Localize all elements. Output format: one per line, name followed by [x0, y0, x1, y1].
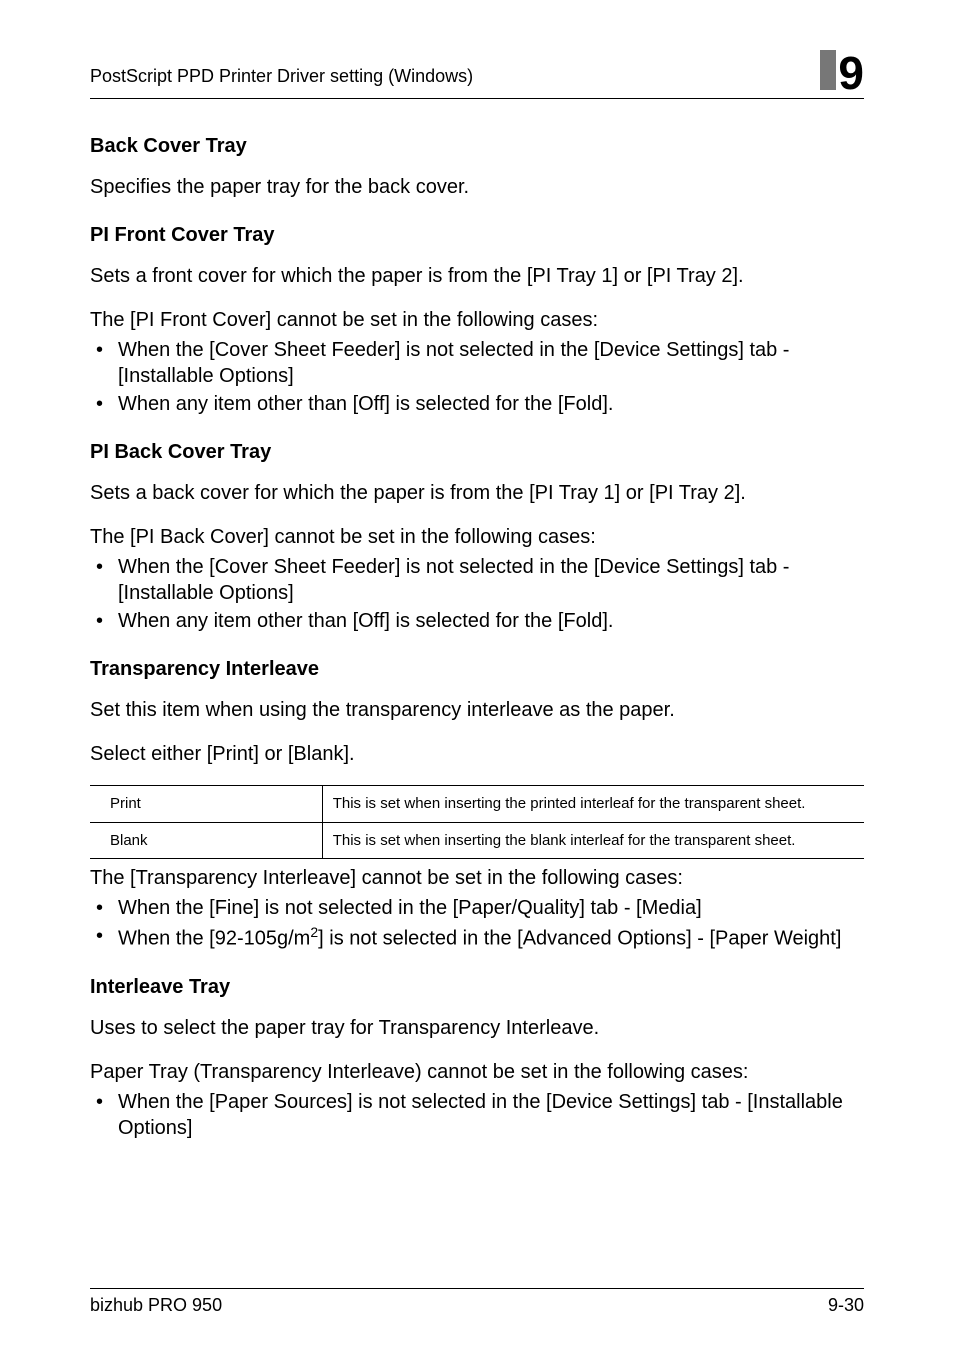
page-header: PostScript PPD Printer Driver setting (W… — [90, 50, 864, 99]
heading-pi-back-cover-tray: PI Back Cover Tray — [90, 441, 864, 464]
body-text: Sets a front cover for which the paper i… — [90, 263, 864, 289]
heading-back-cover-tray: Back Cover Tray — [90, 135, 864, 158]
page-footer: bizhub PRO 950 9-30 — [90, 1288, 864, 1316]
header-title: PostScript PPD Printer Driver setting (W… — [90, 50, 473, 87]
list-item: When the [92-105g/m2] is not selected in… — [90, 923, 864, 952]
bullet-list: When the [Cover Sheet Feeder] is not sel… — [90, 554, 864, 634]
table-cell-label: Print — [90, 786, 322, 823]
table-cell-text: This is set when inserting the blank int… — [322, 822, 864, 859]
body-text: Specifies the paper tray for the back co… — [90, 174, 864, 200]
heading-transparency-interleave: Transparency Interleave — [90, 658, 864, 681]
list-item: When the [Cover Sheet Feeder] is not sel… — [90, 337, 864, 389]
body-text: Sets a back cover for which the paper is… — [90, 480, 864, 506]
list-item: When any item other than [Off] is select… — [90, 608, 864, 634]
bullet-text-pre: When the [92-105g/m — [118, 928, 310, 950]
table-cell-label: Blank — [90, 822, 322, 859]
bullet-text-post: ] is not selected in the [Advanced Optio… — [318, 928, 841, 950]
heading-pi-front-cover-tray: PI Front Cover Tray — [90, 224, 864, 247]
body-text: Set this item when using the transparenc… — [90, 697, 864, 723]
list-item: When the [Cover Sheet Feeder] is not sel… — [90, 554, 864, 606]
heading-interleave-tray: Interleave Tray — [90, 976, 864, 999]
body-text: The [Transparency Interleave] cannot be … — [90, 865, 864, 891]
bullet-list: When the [Fine] is not selected in the [… — [90, 895, 864, 952]
footer-pagenum: 9-30 — [828, 1295, 864, 1316]
chapter-number: 9 — [838, 50, 864, 96]
body-text: Paper Tray (Transparency Interleave) can… — [90, 1059, 864, 1085]
footer-product: bizhub PRO 950 — [90, 1295, 222, 1316]
list-item: When any item other than [Off] is select… — [90, 391, 864, 417]
bullet-list: When the [Cover Sheet Feeder] is not sel… — [90, 337, 864, 417]
body-text: The [PI Back Cover] cannot be set in the… — [90, 524, 864, 550]
list-item: When the [Fine] is not selected in the [… — [90, 895, 864, 921]
list-item: When the [Paper Sources] is not selected… — [90, 1089, 864, 1141]
bullet-list: When the [Paper Sources] is not selected… — [90, 1089, 864, 1141]
body-text: Uses to select the paper tray for Transp… — [90, 1015, 864, 1041]
body-text: The [PI Front Cover] cannot be set in th… — [90, 307, 864, 333]
body-text: Select either [Print] or [Blank]. — [90, 741, 864, 767]
chapter-decor — [820, 50, 836, 90]
superscript: 2 — [310, 924, 318, 940]
table-row: Print This is set when inserting the pri… — [90, 786, 864, 823]
table-row: Blank This is set when inserting the bla… — [90, 822, 864, 859]
chapter-badge: 9 — [820, 50, 864, 96]
options-table: Print This is set when inserting the pri… — [90, 785, 864, 859]
table-cell-text: This is set when inserting the printed i… — [322, 786, 864, 823]
